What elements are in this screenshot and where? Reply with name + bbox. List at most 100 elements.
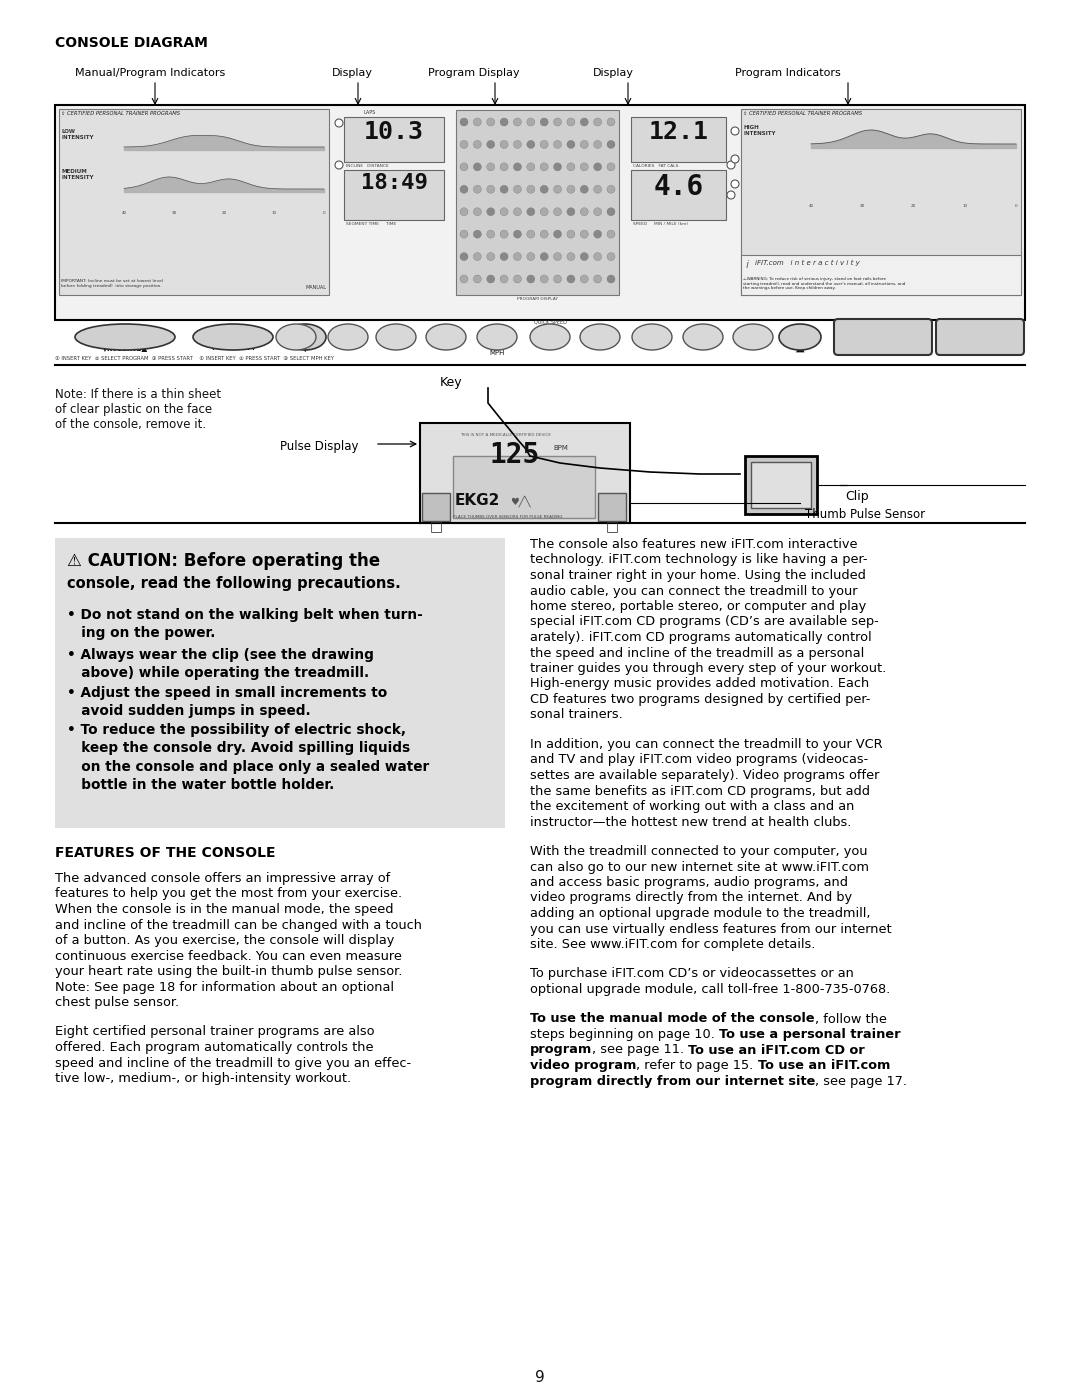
Text: 40: 40 (121, 211, 126, 215)
Circle shape (487, 141, 495, 148)
Text: home stereo, portable stereo, or computer and play: home stereo, portable stereo, or compute… (530, 599, 866, 613)
Circle shape (460, 163, 468, 170)
Text: of a button. As you exercise, the console will display: of a button. As you exercise, the consol… (55, 935, 394, 947)
Text: 5
MPH: 5 MPH (489, 344, 504, 356)
Circle shape (594, 117, 602, 126)
Text: , follow the: , follow the (814, 1013, 887, 1025)
Text: To use the manual mode of the console: To use the manual mode of the console (530, 1013, 814, 1025)
Text: trainer guides you through every step of your workout.: trainer guides you through every step of… (530, 662, 887, 675)
Text: ▼: ▼ (300, 344, 309, 353)
Text: ⇧ CERTIFIED PERSONAL TRAINER PROGRAMS: ⇧ CERTIFIED PERSONAL TRAINER PROGRAMS (60, 110, 180, 116)
Text: Note: If there is a thin sheet
of clear plastic on the face
of the console, remo: Note: If there is a thin sheet of clear … (55, 388, 221, 432)
Circle shape (487, 231, 495, 237)
Text: site. See www.iFIT.com for complete details.: site. See www.iFIT.com for complete deta… (530, 937, 815, 951)
Ellipse shape (779, 324, 821, 351)
Text: tive low-, medium-, or high-intensity workout.: tive low-, medium-, or high-intensity wo… (55, 1071, 351, 1085)
Text: • Do not stand on the walking belt when turn-
   ing on the power.: • Do not stand on the walking belt when … (67, 608, 422, 640)
Circle shape (513, 275, 522, 284)
Circle shape (540, 208, 549, 215)
Text: When the console is in the manual mode, the speed: When the console is in the manual mode, … (55, 902, 393, 916)
Text: , see page 17.: , see page 17. (815, 1074, 907, 1087)
Text: INCLINE   DISTANCE: INCLINE DISTANCE (346, 163, 389, 168)
Circle shape (607, 208, 615, 215)
Text: 10: 10 (962, 204, 968, 208)
Text: 40: 40 (809, 204, 813, 208)
Text: Display: Display (332, 68, 373, 78)
Bar (55, 538, 505, 828)
Text: START: START (866, 344, 901, 353)
Circle shape (594, 253, 602, 261)
Circle shape (487, 163, 495, 170)
Text: special iFIT.com CD programs (CD’s are available sep-: special iFIT.com CD programs (CD’s are a… (530, 616, 879, 629)
Circle shape (580, 186, 589, 193)
Circle shape (513, 117, 522, 126)
Bar (453, 455, 595, 518)
Circle shape (527, 163, 535, 170)
Text: CD features two programs designed by certified per-: CD features two programs designed by cer… (530, 693, 870, 705)
Circle shape (460, 117, 468, 126)
Bar (631, 170, 726, 219)
Text: LAPS: LAPS (364, 110, 376, 115)
Text: and TV and play iFIT.com video programs (videocas-: and TV and play iFIT.com video programs … (530, 753, 868, 767)
Circle shape (727, 191, 735, 198)
Circle shape (567, 275, 575, 284)
Circle shape (513, 231, 522, 237)
Text: 20: 20 (221, 211, 227, 215)
Text: IMPORTANT: Incline must be set at lowest level
before folding treadmill  into st: IMPORTANT: Incline must be set at lowest… (60, 279, 163, 288)
Text: THIS IS NOT A MEDICALLY CERTIFIED DEVICE: THIS IS NOT A MEDICALLY CERTIFIED DEVICE (460, 433, 551, 437)
Circle shape (527, 117, 535, 126)
Bar (345, 170, 444, 219)
Text: continuous exercise feedback. You can even measure: continuous exercise feedback. You can ev… (55, 950, 402, 963)
Circle shape (607, 186, 615, 193)
Text: the same benefits as iFIT.com CD programs, but add: the same benefits as iFIT.com CD program… (530, 785, 870, 798)
Text: FEATURES OF THE CONSOLE: FEATURES OF THE CONSOLE (55, 847, 275, 861)
Text: In addition, you can connect the treadmill to your VCR: In addition, you can connect the treadmi… (530, 738, 882, 752)
Text: MANUAL: MANUAL (306, 285, 327, 291)
Circle shape (554, 231, 562, 237)
Bar (751, 462, 811, 509)
Text: 4.6: 4.6 (653, 173, 704, 201)
Text: arately). iFIT.com CD programs automatically control: arately). iFIT.com CD programs automatic… (530, 631, 872, 644)
Ellipse shape (632, 324, 672, 351)
Bar (422, 493, 450, 521)
Circle shape (580, 141, 589, 148)
Circle shape (500, 231, 508, 237)
Circle shape (567, 186, 575, 193)
Text: 9: 9 (701, 344, 705, 349)
Text: ▼INCLINE▲: ▼INCLINE▲ (102, 344, 148, 352)
Text: 10: 10 (271, 211, 276, 215)
Bar (420, 423, 630, 522)
Circle shape (540, 253, 549, 261)
Text: ♥╱╲: ♥╱╲ (510, 495, 530, 507)
Text: 3: 3 (394, 344, 399, 349)
Text: 9: 9 (535, 1370, 545, 1384)
Circle shape (473, 163, 482, 170)
Text: technology. iFIT.com technology is like having a per-: technology. iFIT.com technology is like … (530, 553, 867, 567)
Circle shape (580, 253, 589, 261)
Ellipse shape (683, 324, 723, 351)
Circle shape (607, 163, 615, 170)
Circle shape (554, 117, 562, 126)
Text: 20: 20 (910, 204, 916, 208)
Circle shape (567, 141, 575, 148)
Text: EKG2: EKG2 (455, 493, 500, 509)
Text: offered. Each program automatically controls the: offered. Each program automatically cont… (55, 1041, 374, 1053)
Circle shape (527, 253, 535, 261)
Text: Pulse Display: Pulse Display (280, 440, 359, 453)
Circle shape (500, 253, 508, 261)
Text: console, read the following precautions.: console, read the following precautions. (67, 576, 401, 591)
Circle shape (731, 180, 739, 189)
Text: 30: 30 (860, 204, 865, 208)
Text: 10: 10 (748, 344, 757, 349)
Text: program: program (530, 1044, 592, 1056)
Text: 0: 0 (323, 211, 325, 215)
Circle shape (460, 186, 468, 193)
Text: 0: 0 (1015, 204, 1017, 208)
Text: • Always wear the clip (see the drawing
   above) while operating the treadmill.: • Always wear the clip (see the drawing … (67, 648, 374, 680)
Text: adding an optional upgrade module to the treadmill,: adding an optional upgrade module to the… (530, 907, 870, 921)
Circle shape (527, 186, 535, 193)
Circle shape (540, 163, 549, 170)
Text: BPM: BPM (553, 446, 568, 451)
Circle shape (513, 208, 522, 215)
Ellipse shape (426, 324, 465, 351)
